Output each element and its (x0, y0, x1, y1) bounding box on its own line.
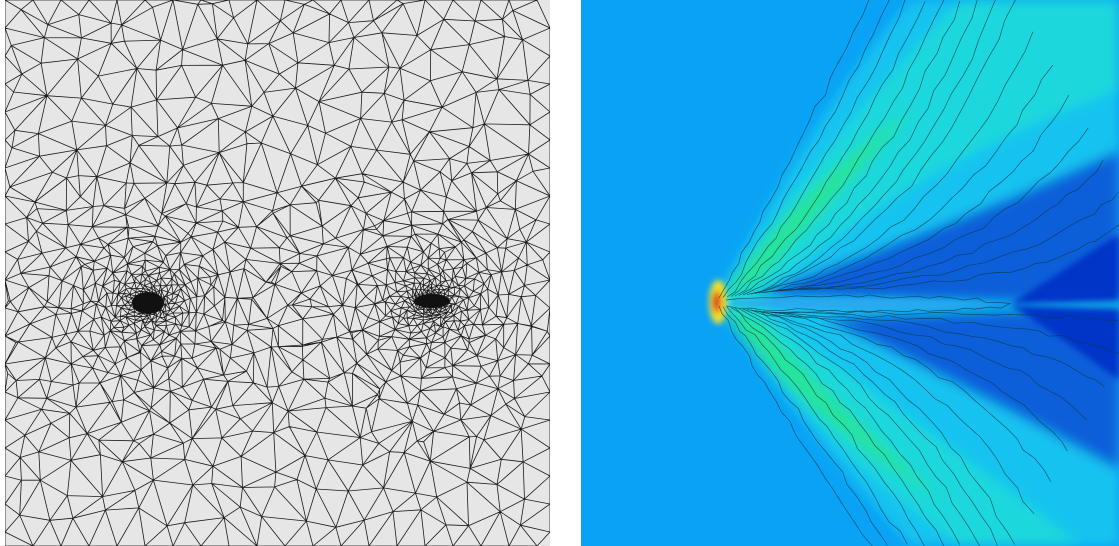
contour-line (762, 95, 1070, 293)
contour-line (778, 310, 1118, 321)
wake-centerline-contour (725, 302, 1011, 314)
contour-fills (709, 0, 1119, 546)
contour-line (774, 192, 1119, 292)
contour-line (742, 0, 978, 296)
mesh-edge-path (5, 0, 550, 546)
contour-line (730, 1, 926, 297)
contour-line (722, 306, 888, 546)
contour-line (750, 309, 1016, 545)
contour-line (738, 0, 961, 296)
contour-line (762, 311, 1068, 452)
contour-line (746, 0, 996, 295)
right-refinement-zone (414, 294, 450, 308)
contour-line (746, 309, 998, 546)
contour-line (778, 224, 1119, 291)
contour-line (726, 306, 908, 545)
right-refinement-core (414, 294, 450, 308)
contour-line (750, 0, 1016, 295)
triangular-mesh-image (5, 0, 550, 546)
contour-line (754, 31, 1034, 294)
contour-line (758, 310, 1052, 482)
contour-line (770, 312, 1105, 388)
contour-panel (581, 0, 1119, 546)
contour-line (718, 0, 870, 299)
mesh-edges (5, 0, 550, 546)
contour-line (722, 0, 890, 298)
contour-line (754, 310, 1035, 514)
contour-line (766, 311, 1088, 421)
contour-line (770, 160, 1104, 292)
contour-line (726, 0, 906, 298)
contour-line (734, 0, 945, 297)
contour-plot-image (581, 0, 1119, 546)
mesh-background (5, 0, 550, 546)
contour-line (766, 127, 1089, 293)
contour-line (758, 64, 1054, 294)
contour-line (774, 311, 1119, 354)
wake-centerline-contour (725, 294, 1011, 304)
contour-line (742, 308, 981, 546)
contour-line (738, 308, 961, 545)
contour-line (734, 307, 944, 546)
contour-lines (718, 0, 1119, 546)
left-refinement-core (132, 292, 164, 314)
left-refinement-zone (132, 292, 164, 314)
contour-line (718, 305, 873, 546)
contour-line (730, 307, 925, 546)
mesh-panel (5, 0, 550, 546)
peak-marker (713, 295, 719, 309)
